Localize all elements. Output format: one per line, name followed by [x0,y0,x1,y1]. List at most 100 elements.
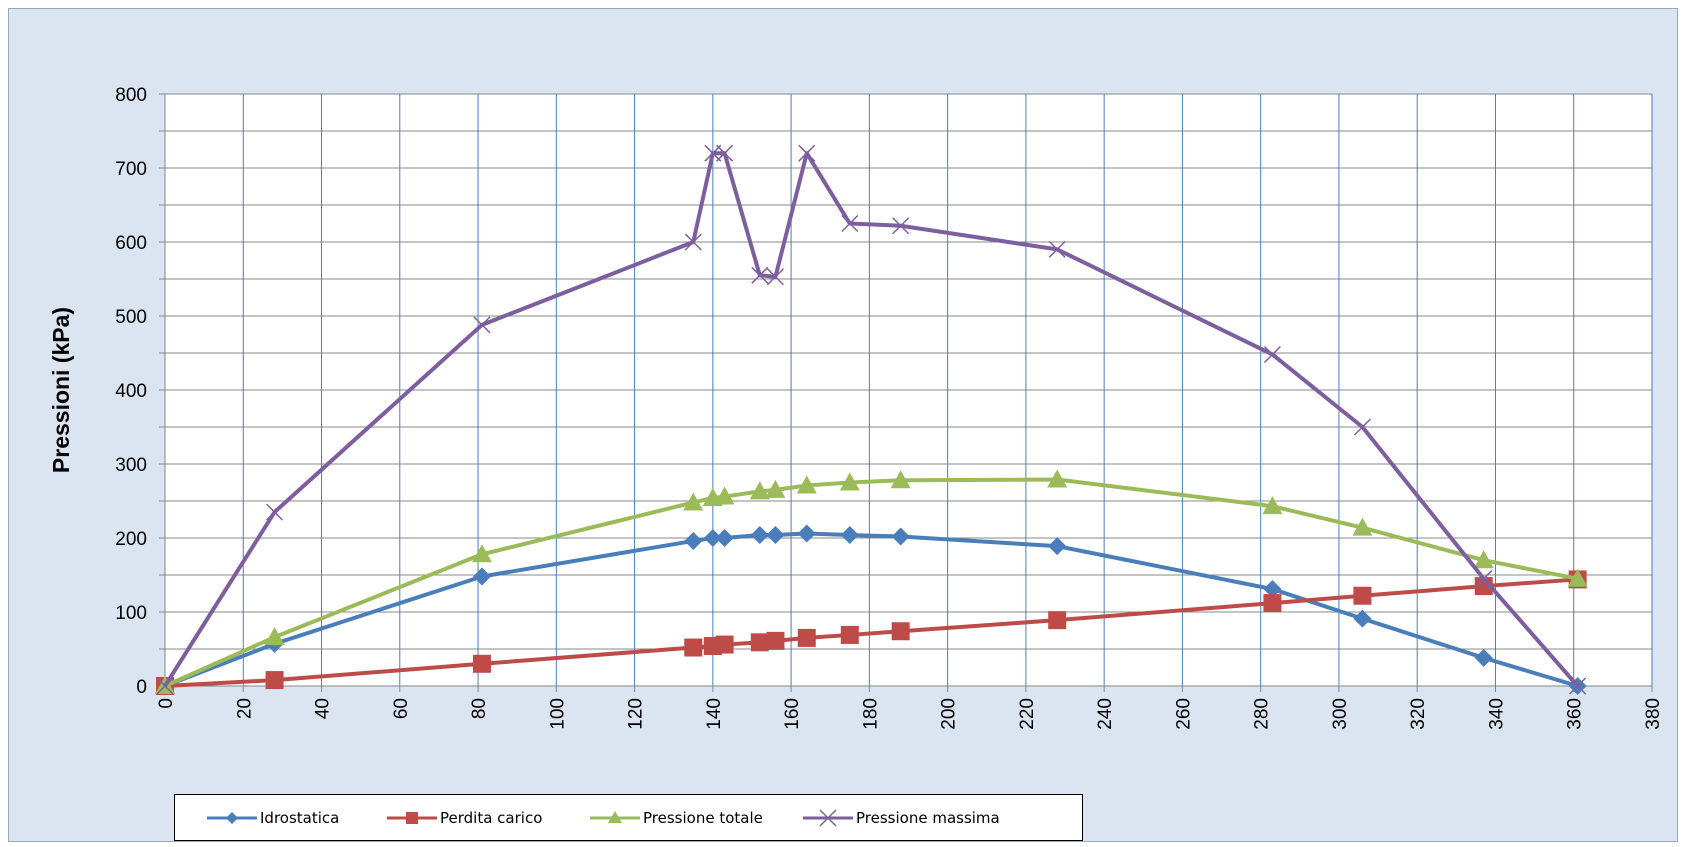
data-point-perdita-carico [797,628,816,647]
data-point-pressione-totale [839,472,860,491]
legend: Idrostatica Perdita carico Pressione total… [174,794,1083,841]
x-tick-label: 300 [1330,698,1351,730]
data-point-idrostatica [1353,609,1372,628]
x-tick-label: 220 [1017,698,1038,730]
legend-swatch-marker [406,812,418,824]
data-point-idrostatica [750,526,769,545]
data-point-idrostatica [766,526,785,545]
legend-item-pressione-totale: Pressione totale [590,809,763,827]
data-point-pressione-totale [1567,568,1588,587]
data-point-perdita-carico [750,633,769,652]
y-tick-label: 300 [115,455,147,476]
series-line-pressione-totale [164,477,1579,688]
data-point-pressione-massima [892,217,910,235]
legend-label: Pressione massima [856,809,1000,827]
legend-swatch-marker [226,812,238,824]
legend-item-idrostatica: Idrostatica [207,809,339,827]
y-tick-label: 200 [115,529,147,550]
data-point-perdita-carico [891,622,910,641]
x-tick-label: 120 [626,698,647,730]
data-point-idrostatica [1263,580,1282,599]
data-point-perdita-carico [1048,611,1067,630]
y-axis-title: Pressioni (kPa) [48,307,74,473]
data-point-pressione-massima [266,503,284,521]
x-tick-label: 200 [939,698,960,730]
data-point-perdita-carico [472,654,491,673]
y-tick-label: 500 [115,307,147,328]
data-point-pressione-massima [1569,677,1587,695]
x-marker-stroke [684,233,702,251]
data-point-pressione-massima [1048,240,1066,258]
series-pressione-massima [156,144,1587,695]
data-point-idrostatica [684,531,703,550]
data-point-pressione-massima [1353,418,1371,436]
data-point-idrostatica [1474,648,1493,667]
x-tick-label: 80 [469,698,490,719]
x-marker-stroke [892,217,910,235]
x-tick-label: 340 [1486,698,1507,730]
x-tick-label: 260 [1173,698,1194,730]
y-tick-label: 0 [136,677,147,698]
y-tick-label: 800 [115,85,147,106]
series-pressione-totale [155,469,1588,694]
series-line-pressione-massima [163,151,1580,688]
data-point-perdita-carico [1353,586,1372,605]
x-tick-label: 380 [1643,698,1664,730]
x-tick-label: 360 [1565,698,1586,730]
x-marker-stroke [716,144,734,162]
x-tick-label: 240 [1095,698,1116,730]
data-point-pressione-totale [765,479,786,498]
data-point-pressione-totale [1262,496,1283,515]
data-point-pressione-massima [841,214,859,233]
x-marker-stroke [1263,345,1281,364]
x-marker-stroke [798,144,816,162]
x-marker-stroke [1475,570,1493,588]
x-marker-stroke [1569,677,1587,695]
data-point-pressione-massima [704,144,722,162]
data-point-pressione-massima [1475,570,1493,588]
x-marker-stroke [766,268,784,286]
chart-area: 0 100 200 300 400 500 600 700 800 0 20 40 60 80 100 120… [8,8,1678,842]
line-chart: 0 100 200 300 400 500 600 700 800 0 20 40 60 80 100 120… [48,85,1664,730]
x-marker-stroke [819,809,837,827]
data-point-pressione-totale [749,481,770,500]
x-marker-stroke [841,214,859,233]
x-tick-label: 40 [313,698,334,719]
y-tick-label: 100 [115,603,147,624]
x-marker-stroke [1353,418,1371,436]
data-point-pressione-totale [471,544,492,563]
x-tick-label: 160 [782,698,803,730]
x-tick-label: 180 [860,698,881,730]
x-marker-stroke [266,503,284,521]
legend-item-perdita-carico: Perdita carico [387,809,542,827]
legend-swatch-marker [608,811,622,823]
data-point-idrostatica [797,524,816,543]
x-marker-stroke [704,144,722,162]
axes: 0 100 200 300 400 500 600 700 800 0 20 40 60 80 100 120… [115,85,1664,730]
data-point-pressione-totale [1352,517,1373,536]
data-point-pressione-massima [766,268,784,286]
y-tick-label: 700 [115,159,147,180]
data-point-perdita-carico [766,631,785,650]
data-point-pressione-totale [683,492,704,511]
x-marker-stroke [1048,240,1066,258]
data-point-perdita-carico [840,625,859,644]
x-tick-label: 20 [234,698,255,719]
x-marker-stroke [751,266,769,284]
series-line-idrostatica [164,531,1579,688]
data-point-pressione-totale [714,486,735,505]
y-tick-label: 600 [115,233,147,254]
x-tick-label: 100 [547,698,568,730]
data-point-pressione-totale [1473,550,1494,569]
data-point-pressione-massima [751,266,769,284]
data-point-pressione-totale [796,475,817,494]
legend-item-pressione-massima: Pressione massima [803,809,1000,827]
data-point-pressione-massima [156,677,174,695]
data-point-idrostatica [715,529,734,547]
data-point-idrostatica [891,527,910,546]
data-point-pressione-totale [264,627,285,646]
data-point-pressione-massima [1263,345,1281,364]
data-point-perdita-carico [265,671,284,690]
y-tick-label: 400 [115,381,147,402]
data-point-idrostatica [840,526,859,545]
